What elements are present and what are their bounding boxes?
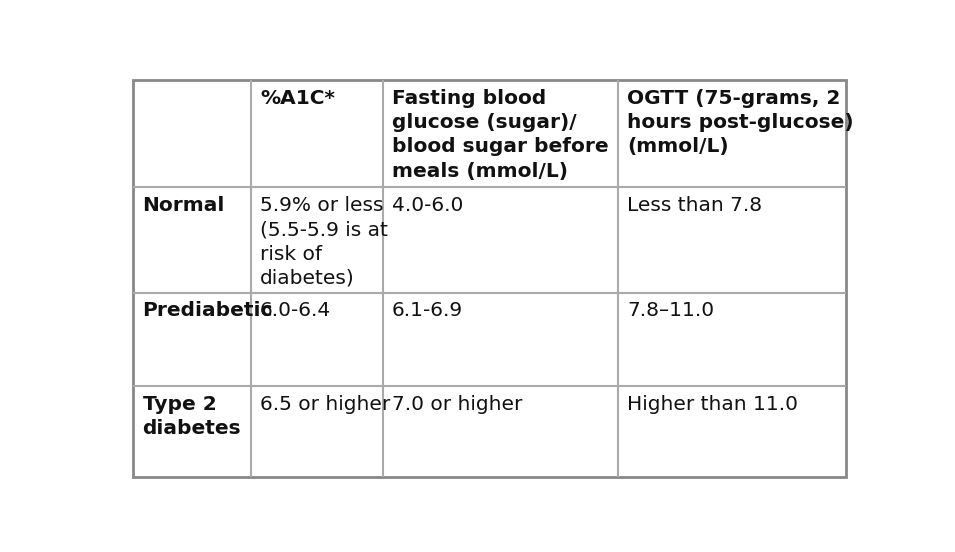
Text: Normal: Normal <box>142 196 225 215</box>
Text: %A1C*: %A1C* <box>260 89 335 108</box>
Text: Type 2
diabetes: Type 2 diabetes <box>142 395 242 438</box>
Text: 4.0-6.0: 4.0-6.0 <box>392 196 463 215</box>
Text: Higher than 11.0: Higher than 11.0 <box>626 395 797 414</box>
Text: 6.0-6.4: 6.0-6.4 <box>260 301 331 320</box>
Text: Fasting blood
glucose (sugar)/
blood sugar before
meals (mmol/L): Fasting blood glucose (sugar)/ blood sug… <box>392 89 608 181</box>
Text: 6.5 or higher: 6.5 or higher <box>260 395 391 414</box>
Text: 5.9% or less
(5.5-5.9 is at
risk of
diabetes): 5.9% or less (5.5-5.9 is at risk of diab… <box>260 196 388 288</box>
Text: 7.8–11.0: 7.8–11.0 <box>626 301 714 320</box>
Text: Less than 7.8: Less than 7.8 <box>626 196 762 215</box>
Text: Prediabetic: Prediabetic <box>142 301 273 320</box>
Text: OGTT (75-grams, 2
hours post-glucose)
(mmol/L): OGTT (75-grams, 2 hours post-glucose) (m… <box>626 89 854 156</box>
Text: 6.1-6.9: 6.1-6.9 <box>392 301 463 320</box>
Text: 7.0 or higher: 7.0 or higher <box>392 395 522 414</box>
